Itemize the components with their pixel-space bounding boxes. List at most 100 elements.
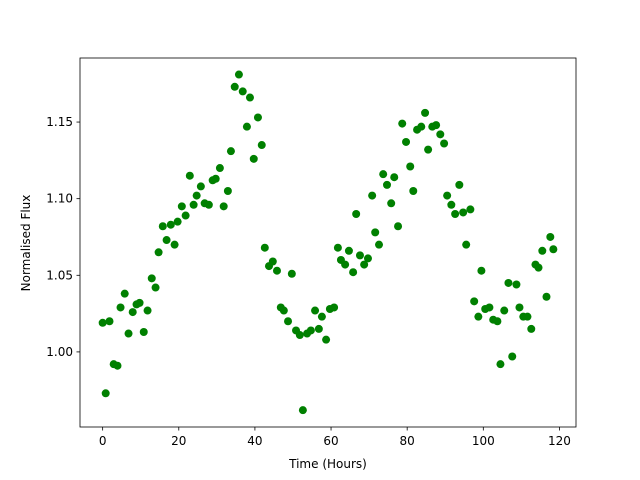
point — [128, 308, 137, 317]
point — [417, 122, 426, 131]
point — [162, 236, 171, 245]
x-tick-label: 80 — [400, 434, 415, 448]
point — [272, 266, 281, 275]
point — [355, 251, 364, 260]
point — [330, 303, 339, 312]
point — [177, 202, 186, 211]
point — [314, 324, 323, 333]
x-tick-label: 0 — [99, 434, 107, 448]
point — [170, 240, 179, 249]
point — [204, 200, 213, 209]
point — [279, 306, 288, 315]
plot-frame — [79, 57, 577, 428]
point — [242, 122, 251, 131]
point — [287, 269, 296, 278]
y-tick-label: 1.15 — [46, 115, 73, 129]
point — [368, 191, 377, 200]
point — [470, 297, 479, 306]
point — [120, 289, 129, 298]
point — [268, 257, 277, 266]
point — [158, 222, 167, 231]
point — [352, 209, 361, 218]
point — [440, 139, 449, 148]
point — [344, 246, 353, 255]
point — [424, 145, 433, 154]
point — [508, 352, 517, 361]
y-tick-label: 1.05 — [46, 268, 73, 282]
point — [151, 283, 160, 292]
point — [189, 200, 198, 209]
point — [349, 268, 358, 277]
point — [432, 121, 441, 130]
point — [500, 306, 509, 315]
point — [512, 280, 521, 289]
point — [542, 292, 551, 301]
point — [249, 154, 258, 163]
point — [298, 406, 307, 415]
point — [546, 232, 555, 241]
point — [196, 182, 205, 191]
x-tick-label: 20 — [171, 434, 186, 448]
point — [147, 274, 156, 283]
point — [398, 119, 407, 128]
point — [226, 147, 235, 156]
point — [443, 191, 452, 200]
x-tick-label: 40 — [247, 434, 262, 448]
point — [181, 211, 190, 220]
point — [173, 217, 182, 226]
point — [192, 191, 201, 200]
point — [538, 246, 547, 255]
point — [322, 335, 331, 344]
point — [363, 254, 372, 263]
point — [154, 248, 163, 257]
point — [230, 82, 239, 91]
point — [306, 326, 315, 335]
point — [105, 317, 114, 326]
point — [245, 93, 254, 102]
point — [219, 202, 228, 211]
point — [116, 303, 125, 312]
point — [383, 180, 392, 189]
y-axis-label: Normalised Flux — [19, 195, 33, 292]
point — [223, 187, 232, 196]
point — [406, 162, 415, 171]
point — [234, 70, 243, 79]
point — [101, 389, 110, 398]
point — [402, 137, 411, 146]
point — [534, 263, 543, 272]
point — [504, 278, 513, 287]
point — [527, 324, 536, 333]
point — [379, 170, 388, 179]
point — [477, 266, 486, 275]
y-tick-label: 1.10 — [46, 192, 73, 206]
point — [496, 360, 505, 369]
point — [257, 141, 266, 150]
point — [474, 312, 483, 321]
x-tick-label: 60 — [323, 434, 338, 448]
point — [211, 174, 220, 183]
point — [341, 260, 350, 269]
point — [390, 173, 399, 182]
point — [253, 113, 262, 122]
y-tick-label: 1.00 — [46, 345, 73, 359]
x-axis-label: Time (Hours) — [288, 457, 367, 471]
point — [295, 331, 304, 340]
point — [493, 317, 502, 326]
point — [466, 205, 475, 214]
point — [139, 327, 148, 336]
point — [485, 303, 494, 312]
point — [135, 298, 144, 307]
point — [238, 87, 247, 96]
point — [113, 361, 122, 370]
point — [387, 199, 396, 208]
point — [260, 243, 269, 252]
x-tick-label: 100 — [472, 434, 495, 448]
point — [98, 318, 107, 327]
point — [409, 187, 418, 196]
point — [166, 220, 175, 229]
point — [394, 222, 403, 231]
point — [371, 228, 380, 237]
x-tick-label: 120 — [548, 434, 571, 448]
